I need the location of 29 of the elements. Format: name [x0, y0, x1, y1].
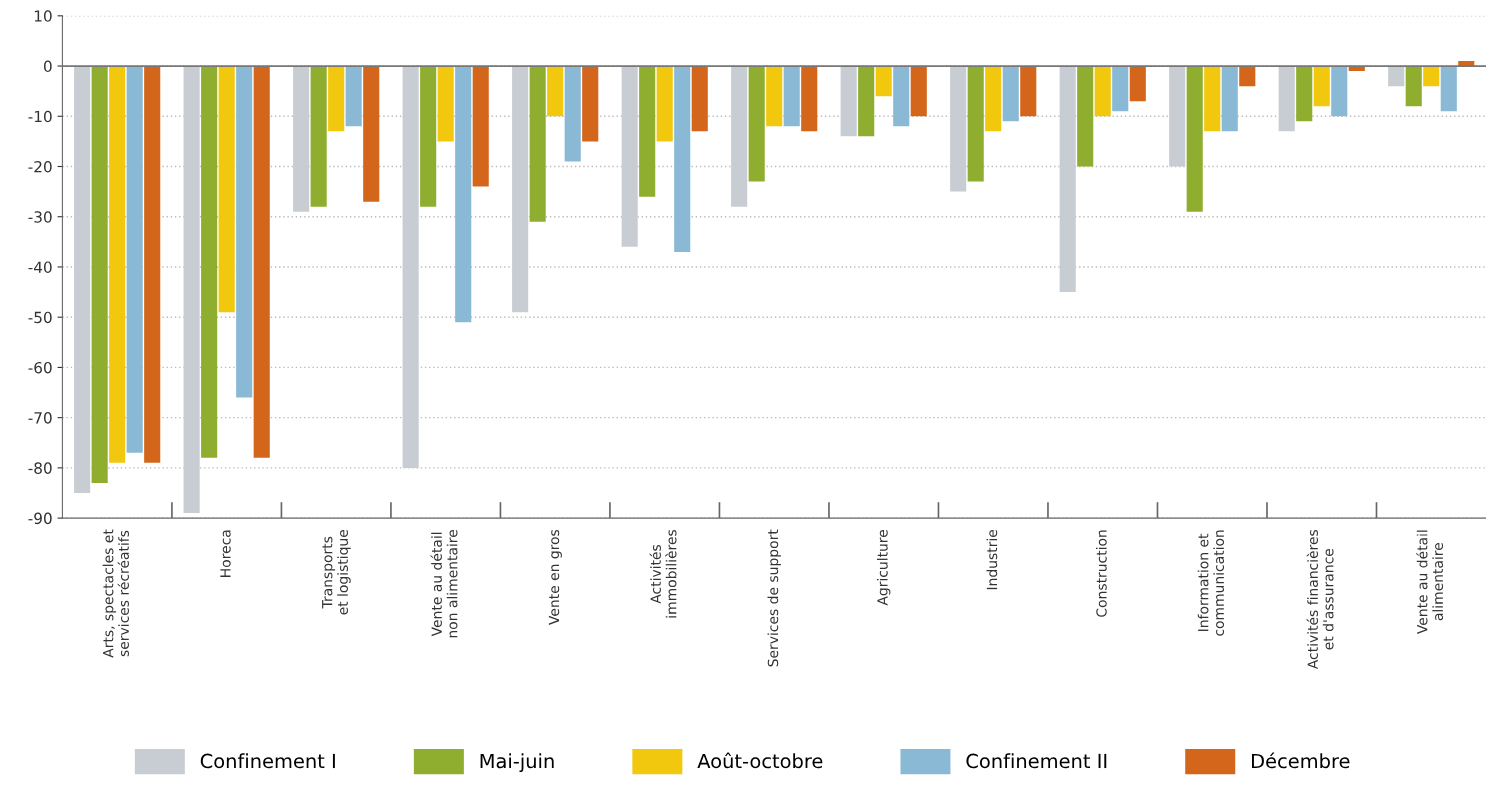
x-tick-label: Horeca	[220, 530, 231, 577]
x-tick-label: Industrie	[986, 529, 998, 590]
y-tick-label: -30	[28, 211, 52, 223]
legend-label: Août-octobre	[697, 752, 823, 769]
x-tick-label: Arts, spectacles et services récréatifs	[102, 529, 129, 658]
y-tick-label: -80	[28, 462, 52, 474]
y-tick-label: -50	[28, 311, 52, 324]
x-tick-label: Construction	[1096, 530, 1107, 617]
x-tick-label: Agriculture	[876, 529, 891, 606]
y-tick-label: 10	[34, 10, 52, 22]
x-tick-label: Information et communication	[1197, 530, 1225, 636]
y-tick-label: -70	[28, 412, 52, 424]
y-tick-label: -90	[28, 512, 52, 525]
legend-label: Mai-juin	[480, 753, 554, 773]
x-tick-label: Vente en gros	[548, 529, 562, 625]
legend-label: Décembre	[1252, 752, 1350, 769]
x-tick-label: Vente au détail non alimentaire	[430, 529, 458, 638]
x-tick-label: Services de support	[767, 529, 781, 667]
x-tick-label: Transports et logistique	[322, 529, 351, 615]
y-tick-label: -10	[28, 110, 52, 123]
legend-label: Confinement I	[200, 753, 335, 769]
x-tick-label: Activités immobilières	[649, 529, 677, 618]
y-tick-label: -40	[28, 261, 52, 273]
x-tick-label: Activités financières et d'assurance	[1306, 529, 1334, 670]
legend-label: Confinement II	[966, 753, 1107, 769]
y-tick-label: -20	[28, 160, 52, 173]
y-tick-label: 0	[43, 60, 52, 73]
y-tick-label: -60	[28, 361, 52, 374]
x-tick-label: Vente au détail alimentaire	[1416, 530, 1444, 635]
